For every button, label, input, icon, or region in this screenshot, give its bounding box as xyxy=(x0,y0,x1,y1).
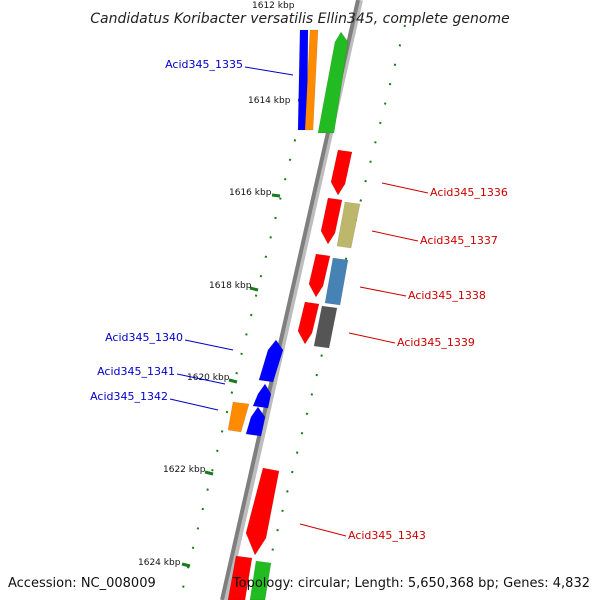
gene-acid345-1339-gray[interactable] xyxy=(313,305,338,349)
tick-label-1622: 1622 kbp xyxy=(163,465,206,475)
tick-label-1620: 1620 kbp xyxy=(187,373,230,383)
leader-line-acid345-1340 xyxy=(184,339,234,351)
gene-label-acid345-1343[interactable]: Acid345_1343 xyxy=(348,529,426,542)
map-title: Candidatus Koribacter versatilis Ellin34… xyxy=(90,11,509,27)
gene-features xyxy=(227,29,361,600)
gene-acid345-1343[interactable] xyxy=(245,467,280,556)
leader-line-acid345-1343 xyxy=(299,523,347,537)
gene-acid345-1335-green[interactable] xyxy=(317,31,349,134)
gene-acid345-1344[interactable] xyxy=(227,555,253,600)
gene-acid345-1335-orange[interactable] xyxy=(304,29,319,131)
gene-label-acid345-1342[interactable]: Acid345_1342 xyxy=(90,390,168,403)
gene-acid345-1338[interactable] xyxy=(308,253,331,298)
gene-label-acid345-1340[interactable]: Acid345_1340 xyxy=(105,331,183,344)
gene-acid345-1344-green[interactable] xyxy=(249,560,272,600)
gene-acid345-1339[interactable] xyxy=(297,301,320,345)
gene-acid345-1338-steelblue[interactable] xyxy=(324,257,349,306)
tick-label-1612: 1612 kbp xyxy=(252,1,295,11)
topology-text: Topology: circular; Length: 5,650,368 bp… xyxy=(232,576,590,591)
leader-line-acid345-1338 xyxy=(359,286,407,297)
tick-mark xyxy=(181,562,191,568)
gene-acid345-1336[interactable] xyxy=(330,149,353,196)
gene-acid345-1340[interactable] xyxy=(258,339,284,383)
gene-label-acid345-1341[interactable]: Acid345_1341 xyxy=(97,365,175,378)
gene-acid345-1342-orange[interactable] xyxy=(227,401,250,433)
leader-line-acid345-1337 xyxy=(371,230,419,242)
gene-label-acid345-1339[interactable]: Acid345_1339 xyxy=(397,336,475,349)
leader-line-acid345-1335 xyxy=(244,66,294,76)
tick-label-1614: 1614 kbp xyxy=(248,96,291,106)
gene-acid345-1337-khaki[interactable] xyxy=(336,201,361,249)
gene-label-acid345-1338[interactable]: Acid345_1338 xyxy=(408,289,486,302)
gene-label-acid345-1335[interactable]: Acid345_1335 xyxy=(165,58,243,71)
leader-line-acid345-1341 xyxy=(176,373,226,385)
gene-label-acid345-1337[interactable]: Acid345_1337 xyxy=(420,234,498,247)
leader-line-acid345-1339 xyxy=(348,332,396,344)
leader-line-acid345-1342 xyxy=(169,398,219,411)
leader-line-acid345-1336 xyxy=(381,182,429,194)
gene-acid345-1337[interactable] xyxy=(320,197,343,245)
gene-acid345-1342[interactable] xyxy=(245,406,266,437)
tick-mark xyxy=(204,470,214,476)
tick-mark xyxy=(271,193,281,198)
tick-label-1624: 1624 kbp xyxy=(138,558,181,568)
tick-label-1618: 1618 kbp xyxy=(209,281,252,291)
gene-label-acid345-1336[interactable]: Acid345_1336 xyxy=(430,186,508,199)
tick-mark xyxy=(228,378,238,384)
gene-labels: Acid345_1335 Acid345_1336 Acid345_1337 Acid… xyxy=(90,58,508,542)
gene-acid345-1341[interactable] xyxy=(252,383,272,409)
tick-mark xyxy=(249,286,259,292)
tick-label-1616: 1616 kbp xyxy=(229,188,272,198)
accession-text: Accession: NC_008009 xyxy=(8,576,156,591)
